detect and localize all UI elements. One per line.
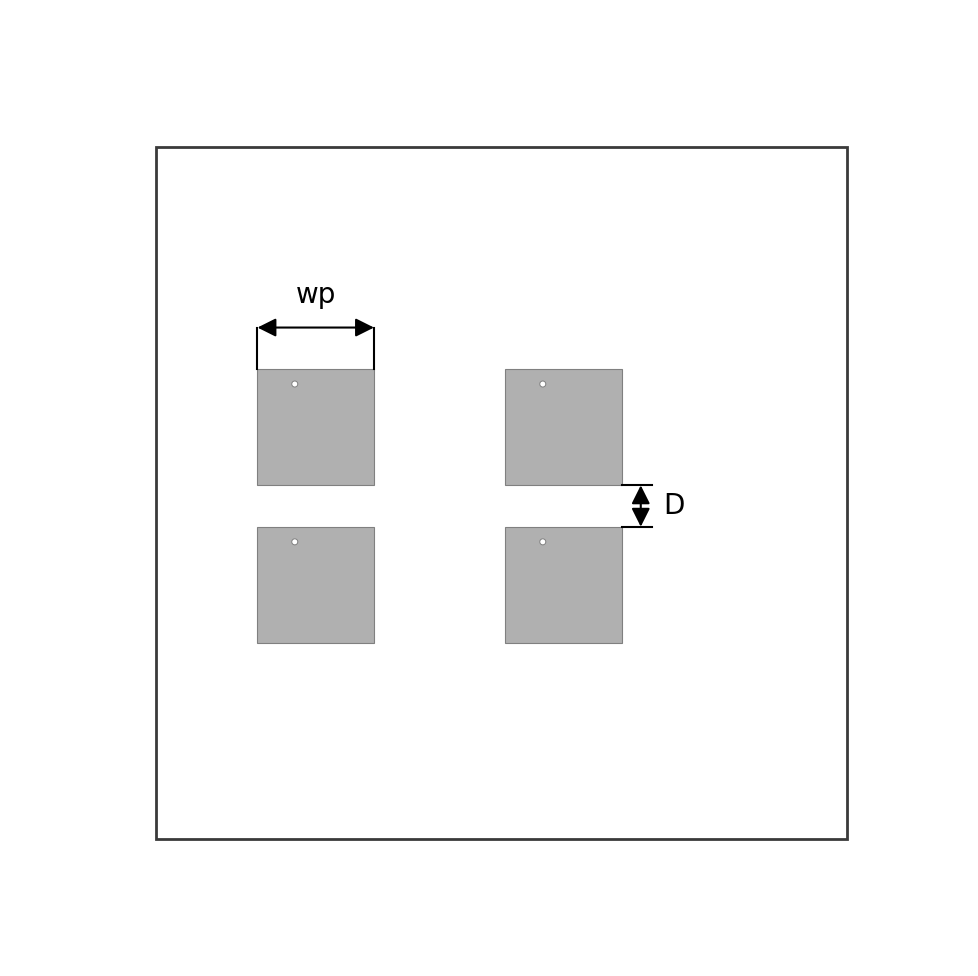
Text: D: D [663,492,684,520]
Bar [505,527,621,643]
Circle shape [291,539,297,545]
Circle shape [539,381,545,387]
Text: wp: wp [295,281,335,308]
Bar [505,369,621,485]
Circle shape [291,381,297,387]
Bar [257,369,374,485]
Circle shape [539,539,545,545]
Bar [257,527,374,643]
